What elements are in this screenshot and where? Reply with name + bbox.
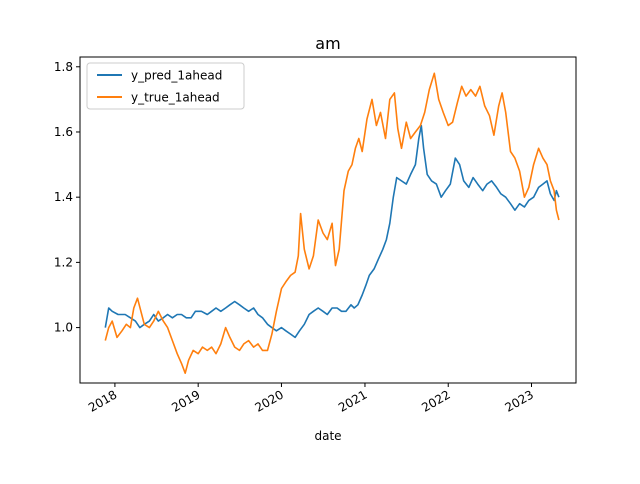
series-layer [104, 72, 560, 375]
legend-label-y-pred: y_pred_1ahead [131, 69, 222, 83]
plot-area [79, 56, 577, 384]
y-tick-label: 1.4 [54, 190, 73, 204]
legend-label-y-true: y_true_1ahead [131, 91, 220, 105]
chart-title: am [315, 34, 340, 53]
legend: y_pred_1ahead y_true_1ahead [86, 62, 245, 110]
y-tick-label: 1.8 [54, 60, 73, 74]
y-tick-label: 1.2 [54, 255, 73, 269]
y-axis: 1.0 1.2 1.4 1.6 1.8 [54, 60, 80, 335]
y-tick-label: 1.0 [54, 321, 73, 335]
legend-box [86, 62, 245, 110]
series-line-y-true-1ahead [104, 72, 560, 375]
x-axis-label: date [314, 429, 341, 443]
series-line-y-pred-1ahead [104, 124, 560, 339]
y-tick-label: 1.6 [54, 125, 73, 139]
